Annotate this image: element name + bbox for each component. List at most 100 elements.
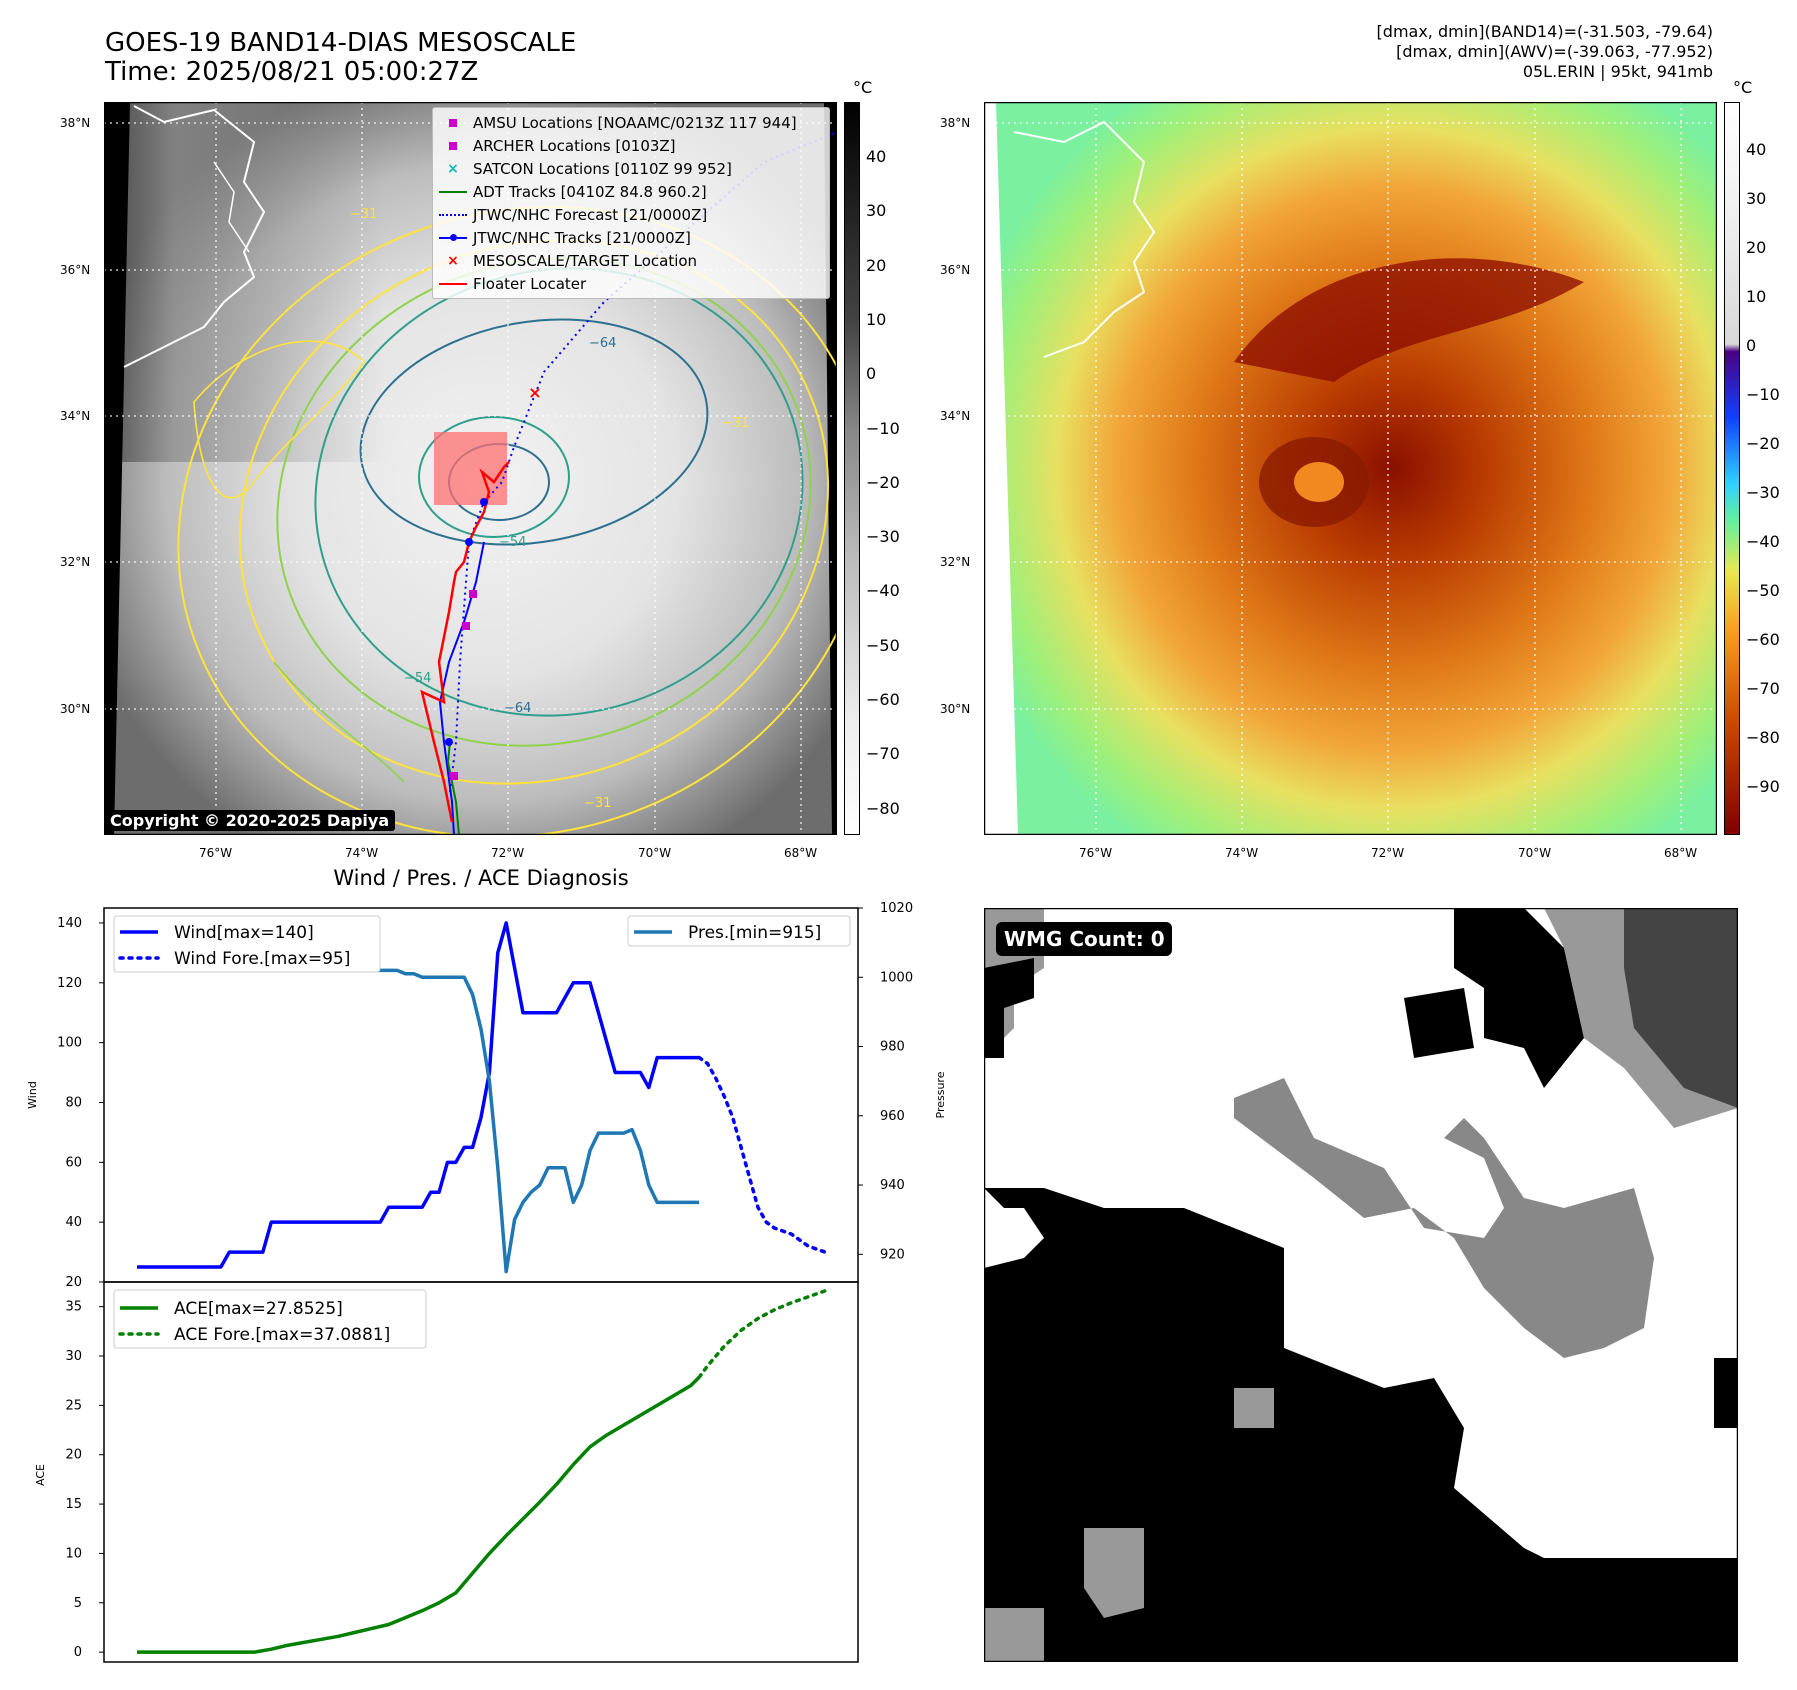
ir-panel-time: Time: 2025/08/21 05:00:27Z [105, 57, 479, 87]
lon-tick: 76°W [1079, 846, 1113, 860]
ir-panel-title: GOES-19 BAND14-DIAS MESOSCALE [105, 28, 577, 58]
cbar-tick: −90 [1746, 777, 1780, 796]
ace-legend [113, 1289, 427, 1349]
ir-cbar-unit: °C [853, 78, 873, 97]
cbar-tick: −50 [1746, 581, 1780, 600]
wmg-grid: WMG Count: 0 [984, 908, 1738, 1662]
legend-label-wind-fore: Wind Fore.[max=95] [174, 949, 350, 969]
legend-item-tracks: JTWC/NHC Tracks [21/0000Z] [433, 227, 691, 249]
copyright-label: Copyright © 2020-2025 Dapiya [104, 810, 396, 831]
lat-tick: 34°N [60, 409, 91, 423]
lat-tick: 36°N [60, 263, 91, 277]
ace-ytick-label: 20 [65, 1448, 82, 1463]
ace-ytick-label: 35 [65, 1300, 82, 1315]
cbar-tick: 30 [1746, 189, 1767, 208]
cbar-tick: 20 [1746, 238, 1767, 257]
contour-label: −31 [722, 416, 749, 431]
legend-item-floater: Floater Locater [433, 273, 586, 295]
pressure-ytick-label: 920 [880, 1247, 905, 1262]
lat-tick: 30°N [940, 702, 971, 716]
lon-tick: 70°W [1518, 846, 1552, 860]
cbar-tick: −30 [866, 527, 900, 547]
awv-colorbar [1724, 102, 1740, 835]
info-line-2: [dmax, dmin](AWV)=(-39.063, -77.952) [1396, 42, 1713, 61]
ace-ytick-label: 5 [74, 1596, 82, 1611]
square-marker-icon [449, 142, 457, 150]
legend-label-ace: ACE[max=27.8525] [174, 1299, 343, 1319]
legend-label-ace-fore: ACE Fore.[max=37.0881] [174, 1325, 390, 1345]
legend-label-wind: Wind[max=140] [174, 923, 314, 943]
wind-ytick-label: 20 [65, 1275, 82, 1290]
line-icon [439, 191, 467, 193]
cbar-tick: −10 [866, 418, 900, 438]
pres-legend [627, 915, 851, 947]
cbar-tick: −60 [1746, 630, 1780, 649]
cbar-tick: −10 [1746, 385, 1780, 404]
lon-tick: 74°W [345, 846, 379, 860]
pressure-ytick-label: 960 [880, 1109, 905, 1124]
series-line-0 [137, 921, 700, 1269]
legend-label-pres: Pres.[min=915] [688, 923, 821, 943]
pressure-ytick-label: 1020 [880, 901, 913, 916]
cbar-tick: −70 [1746, 679, 1780, 698]
legend-item-target: × MESOSCALE/TARGET Location [447, 252, 698, 270]
diag-chart-title: Wind / Pres. / ACE Diagnosis [333, 866, 629, 890]
contour-label: −54 [404, 671, 431, 686]
lat-tick: 32°N [940, 555, 971, 569]
info-line-1: [dmax, dmin](BAND14)=(-31.503, -79.64) [1376, 22, 1713, 41]
line-dot-icon [439, 234, 467, 241]
lon-tick: 68°W [1664, 846, 1698, 860]
contour-label: −31 [584, 796, 611, 811]
ace-ytick-label: 30 [65, 1349, 82, 1364]
wind-axis-label: Wind [26, 1081, 39, 1109]
lon-tick: 72°W [1371, 846, 1405, 860]
cbar-tick: −20 [1746, 434, 1780, 453]
x-marker-icon: × [447, 161, 459, 177]
legend-item-archer: ARCHER Locations [0103Z] [433, 135, 676, 157]
pressure-ytick-label: 940 [880, 1178, 905, 1193]
pressure-ytick-label: 980 [880, 1040, 905, 1055]
cbar-tick: 40 [866, 147, 887, 166]
dotted-line-icon [439, 214, 467, 216]
cbar-tick: 30 [866, 201, 887, 221]
lon-tick: 68°W [784, 846, 818, 860]
cbar-tick: −60 [866, 690, 900, 709]
cbar-tick: −70 [866, 744, 900, 764]
ir-colorbar [844, 102, 860, 835]
lat-tick: 30°N [60, 702, 91, 716]
wmg-count-label: WMG Count: 0 [1004, 927, 1165, 951]
ace-plot-frame [103, 1281, 859, 1663]
cbar-tick: 0 [1746, 336, 1757, 355]
cbar-tick: 0 [866, 364, 877, 384]
contour-label: −64 [504, 701, 531, 716]
legend-item-forecast: JTWC/NHC Forecast [21/0000Z] [433, 204, 707, 226]
legend-item-adt: ADT Tracks [0410Z 84.8 960.2] [433, 181, 707, 203]
lat-tick: 32°N [60, 555, 91, 569]
contour-label: −64 [589, 336, 616, 351]
series-line-2 [137, 923, 700, 1274]
lat-tick: 38°N [60, 116, 91, 130]
cbar-tick: −40 [866, 581, 900, 601]
lon-tick: 74°W [1225, 846, 1259, 860]
lon-tick: 70°W [638, 846, 672, 860]
wind-ytick-label: 80 [65, 1095, 82, 1110]
awv-map [984, 102, 1717, 835]
ace-ytick-label: 25 [65, 1398, 82, 1413]
x-marker-icon: × [447, 253, 459, 269]
cbar-tick: −80 [1746, 728, 1780, 747]
info-line-3: 05L.ERIN | 95kt, 941mb [1522, 62, 1713, 81]
cbar-tick: −80 [866, 798, 900, 818]
wind-legend [113, 915, 381, 973]
lon-tick: 76°W [199, 846, 233, 860]
ace-axis-label: ACE [34, 1464, 47, 1486]
cbar-tick: 10 [1746, 287, 1767, 306]
line-icon [439, 283, 467, 285]
ace-ytick-label: 10 [65, 1546, 82, 1561]
square-marker-icon [449, 119, 457, 127]
wind-ytick-label: 100 [57, 1036, 82, 1051]
lat-tick: 34°N [940, 409, 971, 423]
ace-ytick-label: 15 [65, 1497, 82, 1512]
awv-cbar-unit: °C [1733, 78, 1753, 97]
pressure-axis-label: Pressure [934, 1071, 947, 1118]
contour-label: −54 [499, 535, 526, 550]
